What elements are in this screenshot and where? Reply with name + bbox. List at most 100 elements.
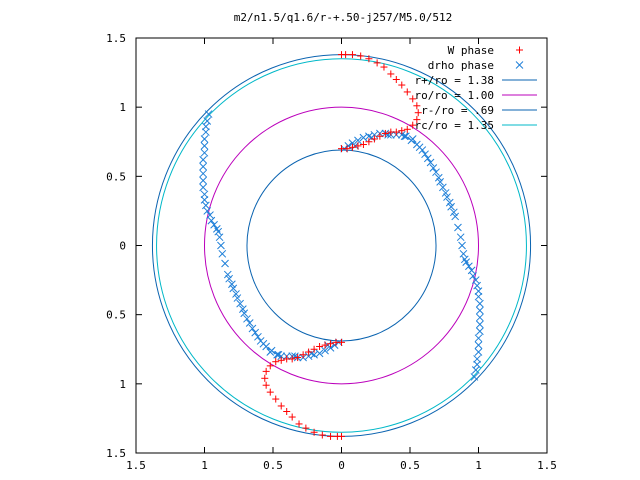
drho-phase-point [473,355,481,363]
drho-phase-point [474,348,483,356]
drho-phase-point [476,306,484,315]
w-phase-point [365,138,373,146]
drho-phase-point [254,332,262,341]
legend-marker-w-phase [516,46,523,54]
y-tick-label: 1 [119,378,126,391]
drho-phase-point [462,258,471,266]
w-phase-point [262,381,270,389]
drho-phase-point [236,299,244,308]
drho-phase-point [459,249,468,258]
drho-phase-point [248,324,257,333]
drho-phase-point [421,150,429,159]
drho-phase-point [445,198,454,207]
w-phase-point [294,354,302,362]
drho-phase-point [423,154,432,163]
drho-phase-point [225,274,234,283]
w-phase-point [266,362,274,370]
w-phase-point [299,351,307,359]
drho-phase-point [239,305,247,313]
y-tick-label: 0.5 [106,170,126,183]
w-phase-point [310,428,318,436]
drho-phase-point [449,208,458,217]
drho-phase-point [402,132,410,141]
drho-phase-point [218,249,227,258]
drho-phase-point [471,366,480,374]
w-phase-point [365,55,373,63]
drho-phase-point [207,216,216,225]
w-phase-point [261,374,269,382]
w-phase-point [338,432,345,440]
drho-phase-point [465,262,473,271]
w-phase-point [414,109,422,117]
w-phase-point [376,132,384,140]
w-phase-point [277,402,285,410]
w-phase-point [288,413,296,421]
legend-label-ro-ro-1-00: ro/ro = 1.00 [415,89,494,102]
drho-phase-point [200,135,209,143]
drho-phase-point [471,276,480,284]
w-phase-point [409,95,417,103]
data-points [199,51,484,440]
drho-phase-point [203,117,212,125]
drho-phase-point [204,110,213,118]
w-phase-point [305,348,313,356]
legend-label-r-ro-69: r-/ro = .69 [421,104,494,117]
drho-phase-point [199,183,207,192]
drho-phase-point [426,158,435,167]
y-tick-label: 1.5 [106,32,126,45]
drho-phase-point [476,320,484,329]
drho-phase-point [200,148,209,157]
circle-r-ro-69 [246,149,437,342]
legend-label-drho-phase: drho phase [428,59,494,72]
w-phase-point [295,420,303,428]
x-tick-label: 0 [338,459,345,472]
legend-marker-drho-phase [515,61,524,69]
drho-phase-point [206,211,214,219]
drho-phase-point [429,164,438,172]
w-phase-point [318,431,326,439]
drho-phase-point [436,178,444,186]
y-tick-label: 1 [119,101,126,114]
drho-phase-point [476,313,484,322]
drho-phase-point [451,212,460,221]
drho-phase-point [203,207,212,215]
drho-phase-point [245,319,254,327]
drho-phase-point [229,284,238,293]
drho-phase-point [460,255,469,264]
legend-label-r-ro-1-38: r+/ro = 1.38 [415,74,494,87]
drho-phase-point [199,169,207,178]
w-phase-point [283,408,291,415]
w-phase-point [316,342,324,350]
drho-phase-point [474,341,483,349]
w-phase-point [370,135,378,143]
drho-phase-point [474,292,483,301]
w-phase-point [409,121,417,129]
circle-ro-ro-1-00 [204,106,479,385]
drho-phase-point [434,173,443,182]
drho-phase-point [473,360,481,369]
drho-phase-point [476,299,484,308]
drho-phase-point [415,143,424,152]
y-tick-label: 1.5 [106,447,126,460]
drho-phase-point [240,309,249,318]
y-tick-label: 0 [119,240,126,253]
drho-phase-point [467,266,476,275]
drho-phase-point [273,350,281,359]
drho-phase-point [408,135,417,143]
w-phase-point [381,129,389,137]
drho-phase-point [202,201,210,210]
w-phase-point [403,88,411,96]
w-phase-point [354,142,362,150]
x-tick-label: 1.5 [126,459,146,472]
drho-phase-point [228,280,236,289]
drho-phase-point [232,290,240,298]
w-phase-point [413,116,421,124]
drho-phase-point [474,334,483,343]
w-phase-point [348,51,356,59]
w-phase-point [398,127,406,135]
drho-phase-point [221,259,229,268]
w-phase-point [272,395,280,403]
drho-phase-point [202,122,210,131]
w-phase-point [327,340,335,348]
